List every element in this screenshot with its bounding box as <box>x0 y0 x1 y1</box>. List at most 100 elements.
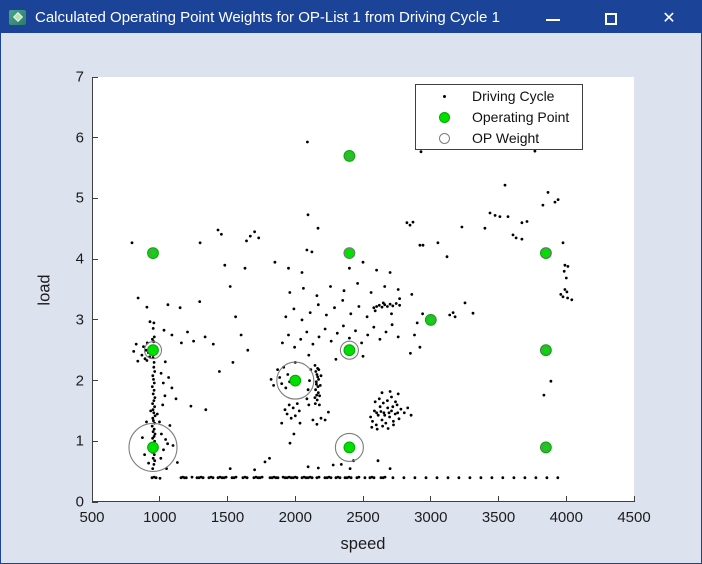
driving-cycle-point <box>295 402 299 405</box>
legend[interactable]: Driving Cycle Operating Point OP Weight <box>415 84 583 150</box>
driving-cycle-point <box>396 392 400 396</box>
x-tick-mark <box>430 496 432 502</box>
driving-cycle-point <box>286 373 290 376</box>
driving-cycle-point <box>402 411 406 415</box>
driving-cycle-point <box>288 441 292 445</box>
driving-cycle-point <box>207 476 211 480</box>
driving-cycle-point <box>315 398 319 402</box>
x-tick-label: 4500 <box>617 509 651 526</box>
driving-cycle-point <box>151 392 155 396</box>
x-tick-label: 1500 <box>210 509 245 526</box>
driving-cycle-point <box>234 315 238 319</box>
driving-cycle-point <box>263 460 267 464</box>
driving-cycle-point <box>402 476 406 480</box>
driving-cycle-point <box>159 456 163 460</box>
y-tick-label: 5 <box>75 189 84 207</box>
driving-cycle-point <box>224 475 228 479</box>
driving-cycle-point <box>413 476 417 480</box>
driving-cycle-point <box>380 418 384 422</box>
driving-cycle-point <box>306 388 310 392</box>
driving-cycle-point <box>151 408 155 412</box>
minimize-button[interactable] <box>524 1 582 33</box>
driving-cycle-point <box>380 305 384 309</box>
driving-cycle-point <box>323 327 327 331</box>
legend-row-operating-point: Operating Point <box>416 107 582 128</box>
y-tick-mark <box>92 319 98 321</box>
driving-cycle-point <box>289 416 293 420</box>
driving-cycle-point <box>306 213 310 217</box>
driving-cycle-point <box>348 266 351 270</box>
maximize-button[interactable] <box>582 1 640 33</box>
driving-cycle-point <box>327 410 330 414</box>
driving-cycle-point <box>163 360 167 364</box>
driving-cycle-point <box>304 476 308 480</box>
driving-cycle-point <box>391 405 395 409</box>
driving-cycle-point <box>152 419 155 422</box>
driving-cycle-point <box>220 232 223 236</box>
operating-point-marker <box>343 441 356 454</box>
driving-cycle-point <box>408 223 412 227</box>
driving-cycle-point <box>388 415 391 419</box>
driving-cycle-point <box>483 226 487 230</box>
driving-cycle-point <box>176 461 179 464</box>
x-tick-mark <box>498 496 499 502</box>
operating-point-marker <box>147 344 159 357</box>
driving-cycle-point <box>370 475 374 479</box>
driving-cycle-point <box>565 290 569 294</box>
driving-cycle-point <box>273 260 277 264</box>
driving-cycle-point <box>316 375 320 379</box>
driving-cycle-point <box>399 407 403 411</box>
driving-cycle-point <box>311 342 315 346</box>
driving-cycle-point <box>396 335 400 339</box>
driving-cycle-point <box>310 250 314 254</box>
operating-point-marker <box>343 344 356 357</box>
driving-cycle-point <box>375 268 378 272</box>
driving-cycle-point <box>361 354 365 358</box>
op-weight-circle <box>541 346 550 355</box>
legend-label-op-weight: OP Weight <box>472 130 540 146</box>
driving-cycle-point <box>376 413 380 417</box>
driving-cycle-point <box>371 419 374 423</box>
driving-cycle-point <box>388 302 392 306</box>
scatter-plot <box>128 140 574 480</box>
driving-cycle-point <box>488 211 492 215</box>
driving-cycle-point <box>479 476 483 480</box>
driving-cycle-point <box>245 476 249 480</box>
driving-cycle-point <box>287 403 291 407</box>
driving-cycle-point <box>170 386 174 390</box>
driving-cycle-point <box>299 337 303 341</box>
driving-cycle-point <box>141 436 144 439</box>
driving-cycle-point <box>318 403 321 407</box>
titlebar[interactable]: Calculated Operating Point Weights for O… <box>1 1 701 33</box>
driving-cycle-point <box>335 331 339 335</box>
y-tick-mark <box>92 258 98 260</box>
driving-cycle-point <box>384 330 388 334</box>
driving-cycle-point <box>388 467 392 470</box>
driving-cycle-point <box>315 373 319 376</box>
driving-cycle-point <box>300 271 304 274</box>
driving-cycle-point <box>390 409 393 413</box>
driving-cycle-point <box>549 379 553 383</box>
driving-cycle-point <box>280 421 284 425</box>
driving-cycle-point <box>314 388 317 392</box>
x-tick-mark <box>159 496 161 502</box>
op-weight-circle-icon <box>438 132 450 144</box>
driving-cycle-point <box>390 323 394 327</box>
driving-cycle-point <box>314 370 318 373</box>
driving-cycle-dot-icon <box>442 94 446 98</box>
driving-cycle-point <box>307 353 311 357</box>
driving-cycle-point <box>150 424 154 428</box>
driving-cycle-point <box>317 378 320 381</box>
driving-cycle-point <box>435 476 439 480</box>
driving-cycle-point <box>339 463 343 466</box>
op-weight-circle <box>149 249 157 257</box>
driving-cycle-point <box>317 475 321 479</box>
driving-cycle-point <box>305 330 309 334</box>
driving-cycle-point <box>390 395 393 399</box>
driving-cycle-point <box>284 386 288 390</box>
driving-cycle-point <box>380 391 384 395</box>
x-axis-label: speed <box>340 535 386 553</box>
close-button[interactable]: ✕ <box>640 1 698 33</box>
driving-cycle-point <box>348 467 352 470</box>
driving-cycle-point <box>411 220 415 224</box>
